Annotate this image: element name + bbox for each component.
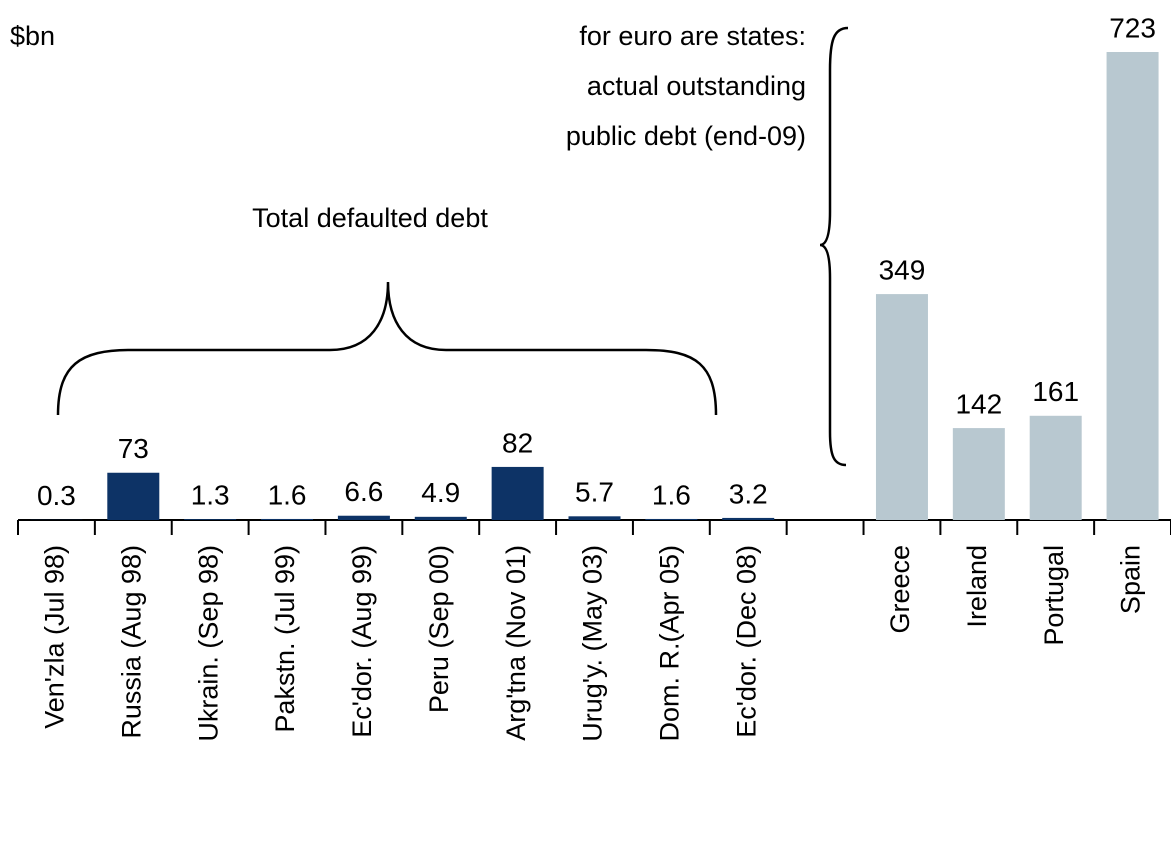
value-label: 5.7 — [575, 477, 614, 508]
x-tick-label: Ec'dor. (Aug 99) — [347, 545, 377, 738]
annotation: actual outstanding — [587, 71, 806, 101]
value-label: 6.6 — [344, 476, 383, 507]
value-label: 142 — [955, 388, 1002, 419]
x-tick-label: Arg'tna (Nov 01) — [501, 545, 531, 741]
brace — [820, 28, 848, 465]
value-label: 723 — [1109, 12, 1156, 43]
bar — [261, 519, 313, 520]
value-label: 161 — [1032, 376, 1079, 407]
value-label: 1.3 — [191, 480, 230, 511]
x-tick-label: Ireland — [962, 545, 992, 628]
annotation: public debt (end-09) — [566, 121, 806, 151]
x-tick-label: Spain — [1116, 545, 1146, 614]
brace — [58, 282, 716, 415]
bar — [107, 473, 159, 520]
x-tick-label: Peru (Sep 00) — [424, 545, 454, 713]
annotation: Total defaulted debt — [252, 203, 488, 233]
bar — [1107, 52, 1159, 520]
value-label: 1.6 — [268, 479, 307, 510]
annotation: for euro are states: — [579, 21, 806, 51]
value-label: 73 — [118, 433, 149, 464]
x-tick-label: Ec'dor. (Dec 08) — [731, 545, 761, 738]
value-label: 82 — [502, 427, 533, 458]
x-tick-label: Dom. R.(Apr 05) — [654, 545, 684, 742]
x-tick-label: Portugal — [1039, 545, 1069, 646]
x-tick-label: Greece — [885, 545, 915, 634]
x-tick-label: Urug'y. (May 03) — [578, 545, 608, 742]
value-label: 0.3 — [37, 480, 76, 511]
bar — [415, 517, 467, 520]
value-label: 349 — [879, 254, 926, 285]
x-tick-label: Pakstn. (Jul 99) — [270, 545, 300, 733]
bar — [722, 518, 774, 520]
bar — [953, 428, 1005, 520]
bar — [645, 519, 697, 520]
value-label: 3.2 — [729, 478, 768, 509]
x-tick-label: Ven'zla (Jul 98) — [40, 545, 70, 729]
bar — [338, 516, 390, 520]
x-tick-label: Ukrain. (Sep 98) — [193, 545, 223, 742]
x-tick-label: Russia (Aug 98) — [116, 545, 146, 739]
bar — [492, 467, 544, 520]
bar — [1030, 416, 1082, 520]
value-label: 4.9 — [421, 477, 460, 508]
unit-label: $bn — [10, 21, 55, 51]
bar — [569, 516, 621, 520]
value-label: 1.6 — [652, 479, 691, 510]
bar — [184, 519, 236, 520]
bar — [876, 294, 928, 520]
